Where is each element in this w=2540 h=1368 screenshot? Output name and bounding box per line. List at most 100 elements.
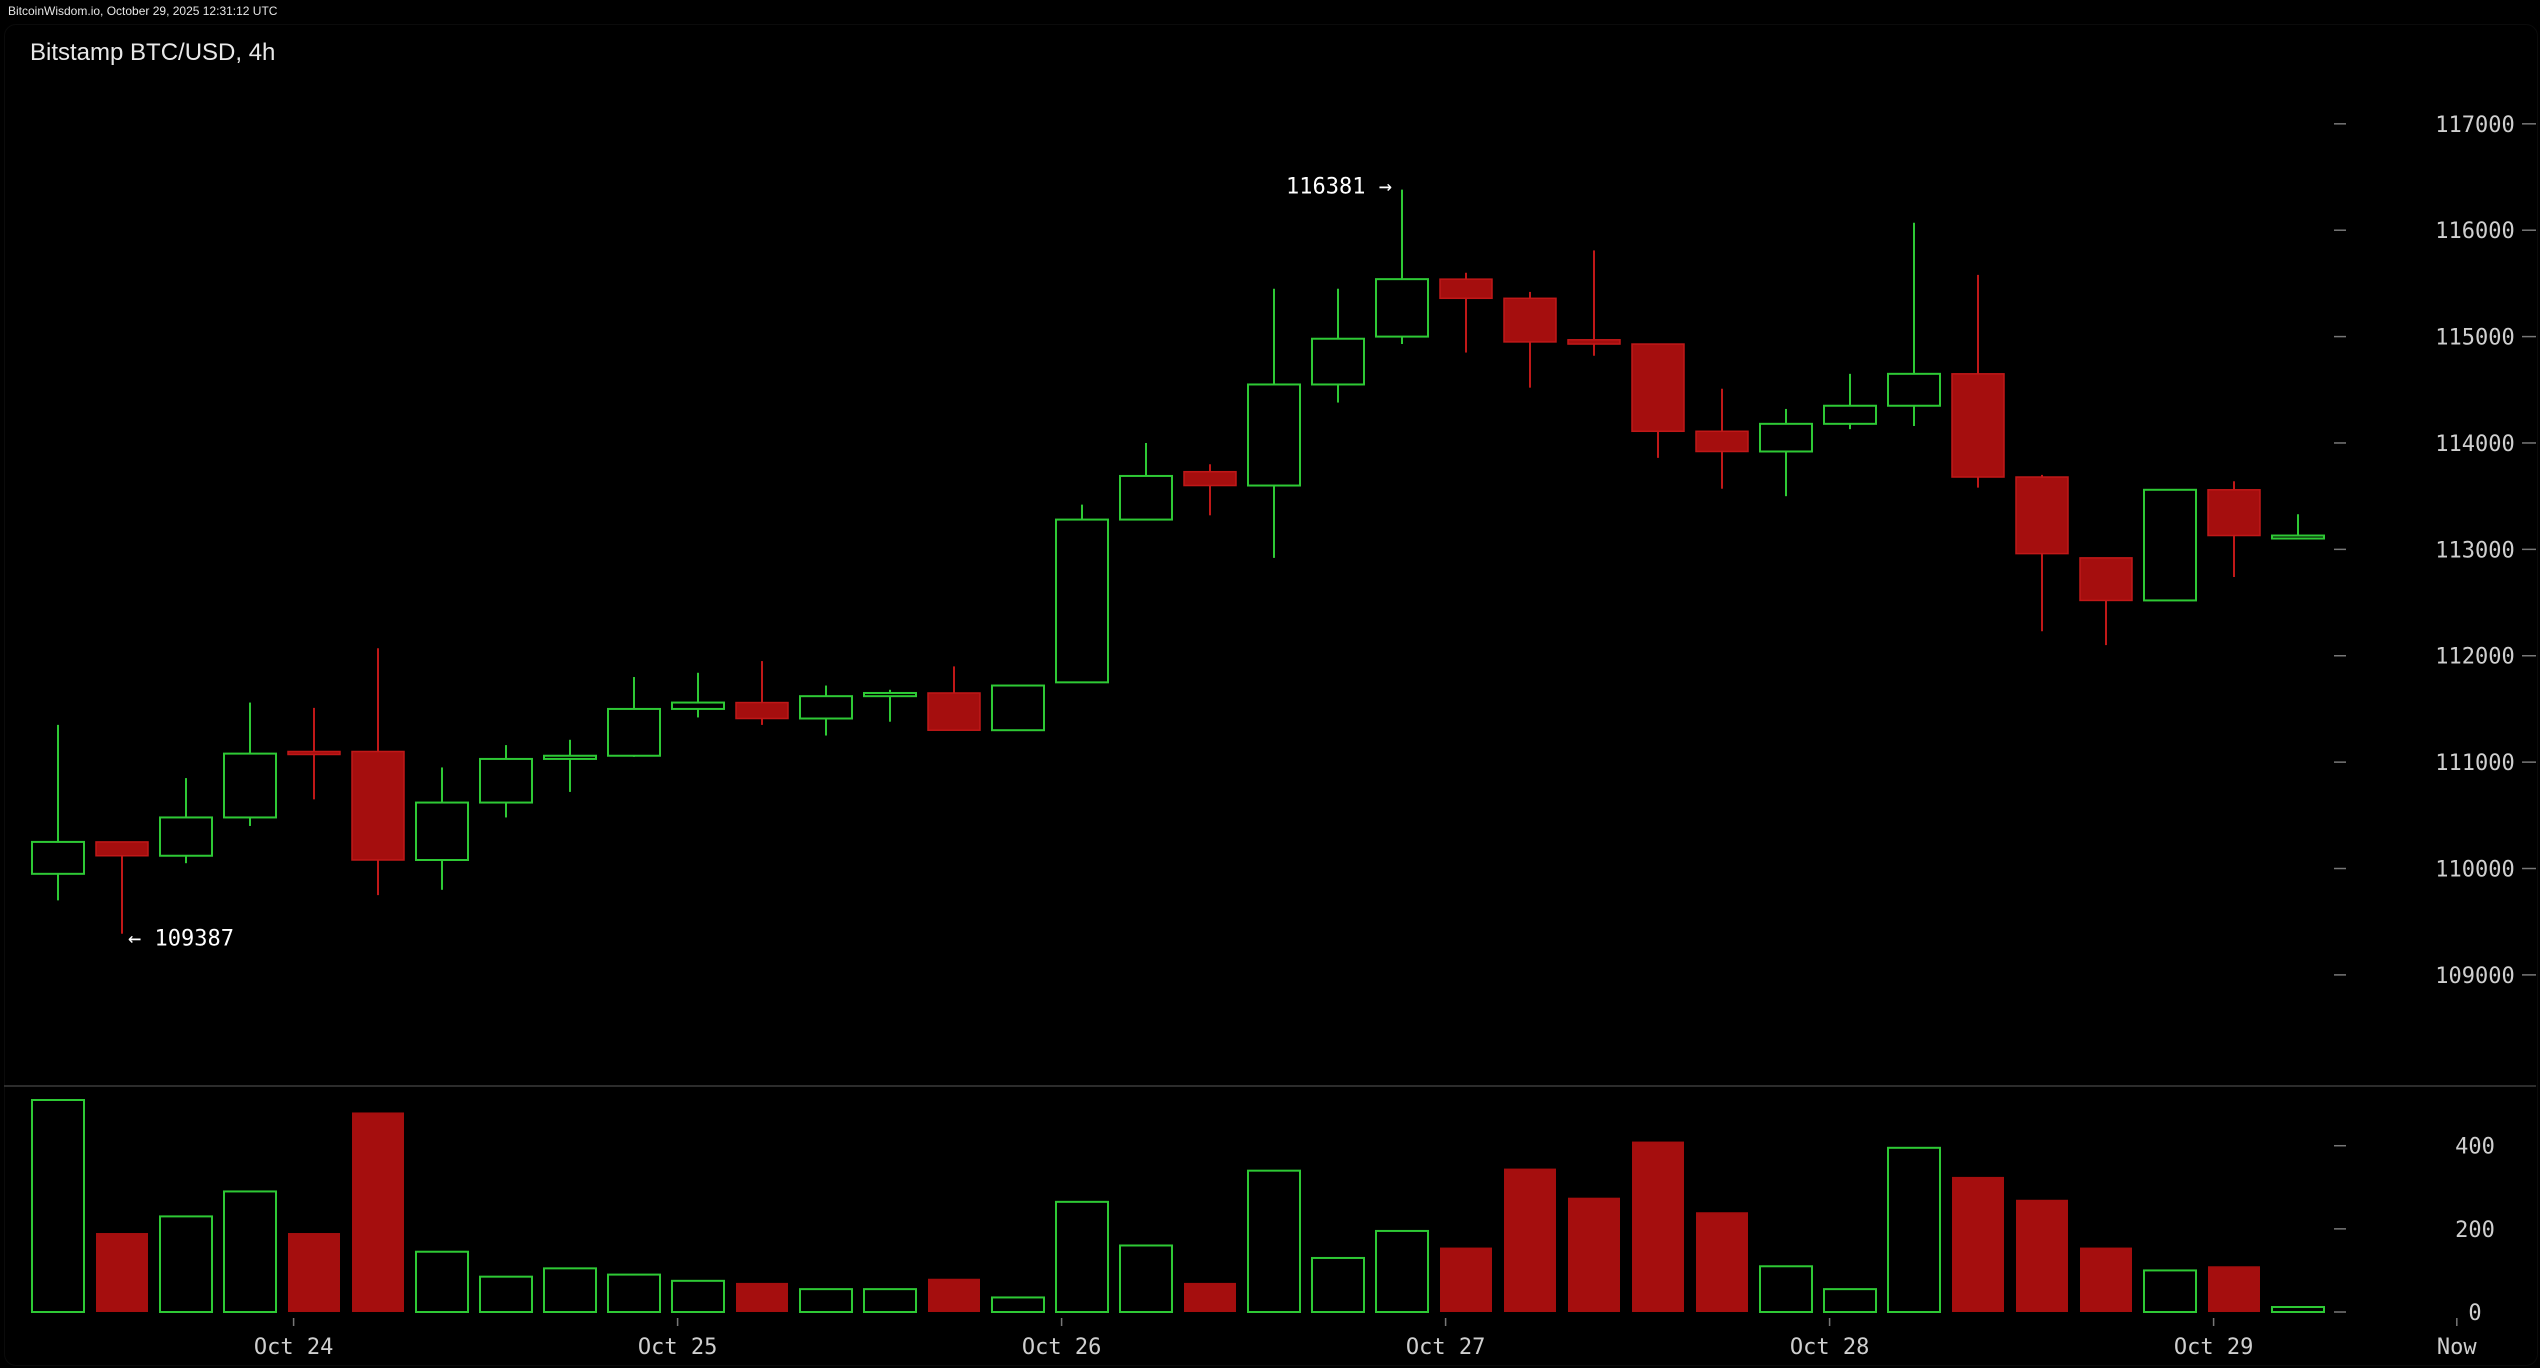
y-tick-label: 110000	[2435, 858, 2514, 883]
volume-bar-down	[1568, 1197, 1620, 1312]
volume-bar-down	[288, 1233, 340, 1312]
candle-body-up	[543, 754, 597, 760]
volume-bar-up	[1311, 1256, 1365, 1314]
volume-bar-down	[1696, 1212, 1748, 1312]
y-tick-label: 111000	[2435, 751, 2514, 776]
volume-bar-up	[991, 1296, 1045, 1313]
price-extreme-annotation: ← 109387	[128, 927, 234, 952]
volume-bar-up	[2271, 1306, 2325, 1313]
volume-bar-down	[2080, 1247, 2132, 1312]
candle-body-down	[2207, 489, 2261, 537]
time-axis: Oct 24 Oct 25 Oct 26 Oct 27 Oct 28 Oct 29 Now	[254, 1318, 2477, 1360]
volume-bar-up	[1119, 1244, 1173, 1314]
candle-body-up	[799, 695, 853, 720]
candle-body-up	[863, 691, 917, 698]
candle-body-down	[1183, 470, 1237, 487]
candle-body-down	[351, 750, 405, 861]
price-axis: 109000 110000 111000 112000 113000 114000 1150…	[2334, 113, 2536, 989]
candle-series	[31, 189, 2325, 934]
candle-body-down	[1567, 339, 1621, 345]
candle-body-up	[223, 752, 277, 819]
candle-body-up	[607, 707, 661, 757]
candle-body-down	[95, 841, 149, 857]
candle-body-up	[1247, 383, 1301, 487]
x-tick-label: Oct 24	[254, 1335, 333, 1360]
candle-body-down	[735, 701, 789, 720]
volume-bar-up	[31, 1099, 85, 1313]
y-tick-label: 117000	[2435, 113, 2514, 138]
candle-body-up	[31, 840, 85, 875]
volume-bar-down	[1952, 1176, 2004, 1312]
candle-body-down	[2015, 476, 2069, 555]
volume-bar-down	[1184, 1282, 1236, 1312]
x-tick-label: Oct 26	[1022, 1335, 1101, 1360]
volume-bar-up	[1247, 1169, 1301, 1313]
candle-body-down	[287, 750, 341, 756]
x-tick-label: Oct 25	[638, 1335, 717, 1360]
candle-body-up	[1375, 278, 1429, 338]
y-tick-label: 109000	[2435, 964, 2514, 989]
volume-bar-up	[543, 1267, 597, 1313]
y-tick-label: 113000	[2435, 538, 2514, 563]
candle-body-down	[1439, 278, 1493, 300]
source-credit: BitcoinWisdom.io, October 29, 2025 12:31…	[8, 4, 278, 18]
candle-body-up	[2271, 534, 2325, 540]
candle-body-up	[159, 816, 213, 857]
candle-body-up	[1055, 518, 1109, 684]
volume-bar-up	[415, 1250, 469, 1313]
candle-body-up	[1823, 404, 1877, 425]
volume-bar-down	[352, 1112, 404, 1312]
candle-body-down	[1695, 430, 1749, 453]
chart-frame	[4, 24, 2538, 1366]
y-tick-label: 114000	[2435, 432, 2514, 457]
annotations: 116381 → ← 109387	[128, 175, 1392, 952]
volume-bar-up	[223, 1190, 277, 1313]
volume-bar-up	[671, 1279, 725, 1313]
volume-bar-up	[607, 1273, 661, 1314]
volume-tick-label: 200	[2455, 1218, 2495, 1243]
candle-body-up	[1311, 337, 1365, 386]
volume-bar-down	[1632, 1141, 1684, 1312]
x-tick-label: Oct 29	[2174, 1335, 2253, 1360]
volume-bar-down	[1440, 1247, 1492, 1312]
volume-series	[31, 1099, 2325, 1314]
volume-bar-up	[863, 1288, 917, 1313]
volume-tick-label: 400	[2455, 1135, 2495, 1160]
candle-body-up	[1887, 372, 1941, 407]
candle-body-down	[1631, 343, 1685, 433]
candle-body-up	[479, 757, 533, 804]
volume-bar-up	[2143, 1269, 2197, 1314]
y-tick-label: 115000	[2435, 326, 2514, 351]
candle-body-down	[1503, 297, 1557, 343]
candle-body-down	[1951, 373, 2005, 478]
volume-bar-down	[2016, 1199, 2068, 1312]
volume-bar-up	[1887, 1146, 1941, 1314]
volume-bar-up	[1759, 1265, 1813, 1314]
volume-axis: 0 200 400	[2334, 1135, 2495, 1326]
x-tick-label: Oct 27	[1406, 1335, 1485, 1360]
volume-bar-up	[159, 1215, 213, 1314]
volume-bar-up	[479, 1275, 533, 1313]
x-tick-label: Now	[2437, 1335, 2477, 1360]
volume-bar-down	[96, 1233, 148, 1312]
x-tick-label: Oct 28	[1790, 1335, 1869, 1360]
price-extreme-annotation: 116381 →	[1286, 175, 1392, 200]
volume-tick-label: 0	[2468, 1301, 2481, 1326]
candle-body-up	[1759, 422, 1813, 453]
volume-bar-up	[1055, 1200, 1109, 1313]
candle-body-up	[991, 684, 1045, 732]
y-tick-label: 116000	[2435, 219, 2514, 244]
volume-bar-down	[736, 1282, 788, 1312]
candle-body-down	[927, 692, 981, 731]
volume-bar-down	[1504, 1168, 1556, 1312]
candle-body-up	[1119, 474, 1173, 521]
candle-body-down	[2079, 557, 2133, 602]
candle-body-up	[2143, 488, 2197, 602]
y-tick-label: 112000	[2435, 645, 2514, 670]
volume-bar-down	[928, 1278, 980, 1312]
volume-bar-up	[1823, 1288, 1877, 1313]
candle-body-up	[415, 801, 469, 861]
volume-bar-down	[2208, 1266, 2260, 1312]
chart-title: Bitstamp BTC/USD, 4h	[30, 39, 275, 66]
